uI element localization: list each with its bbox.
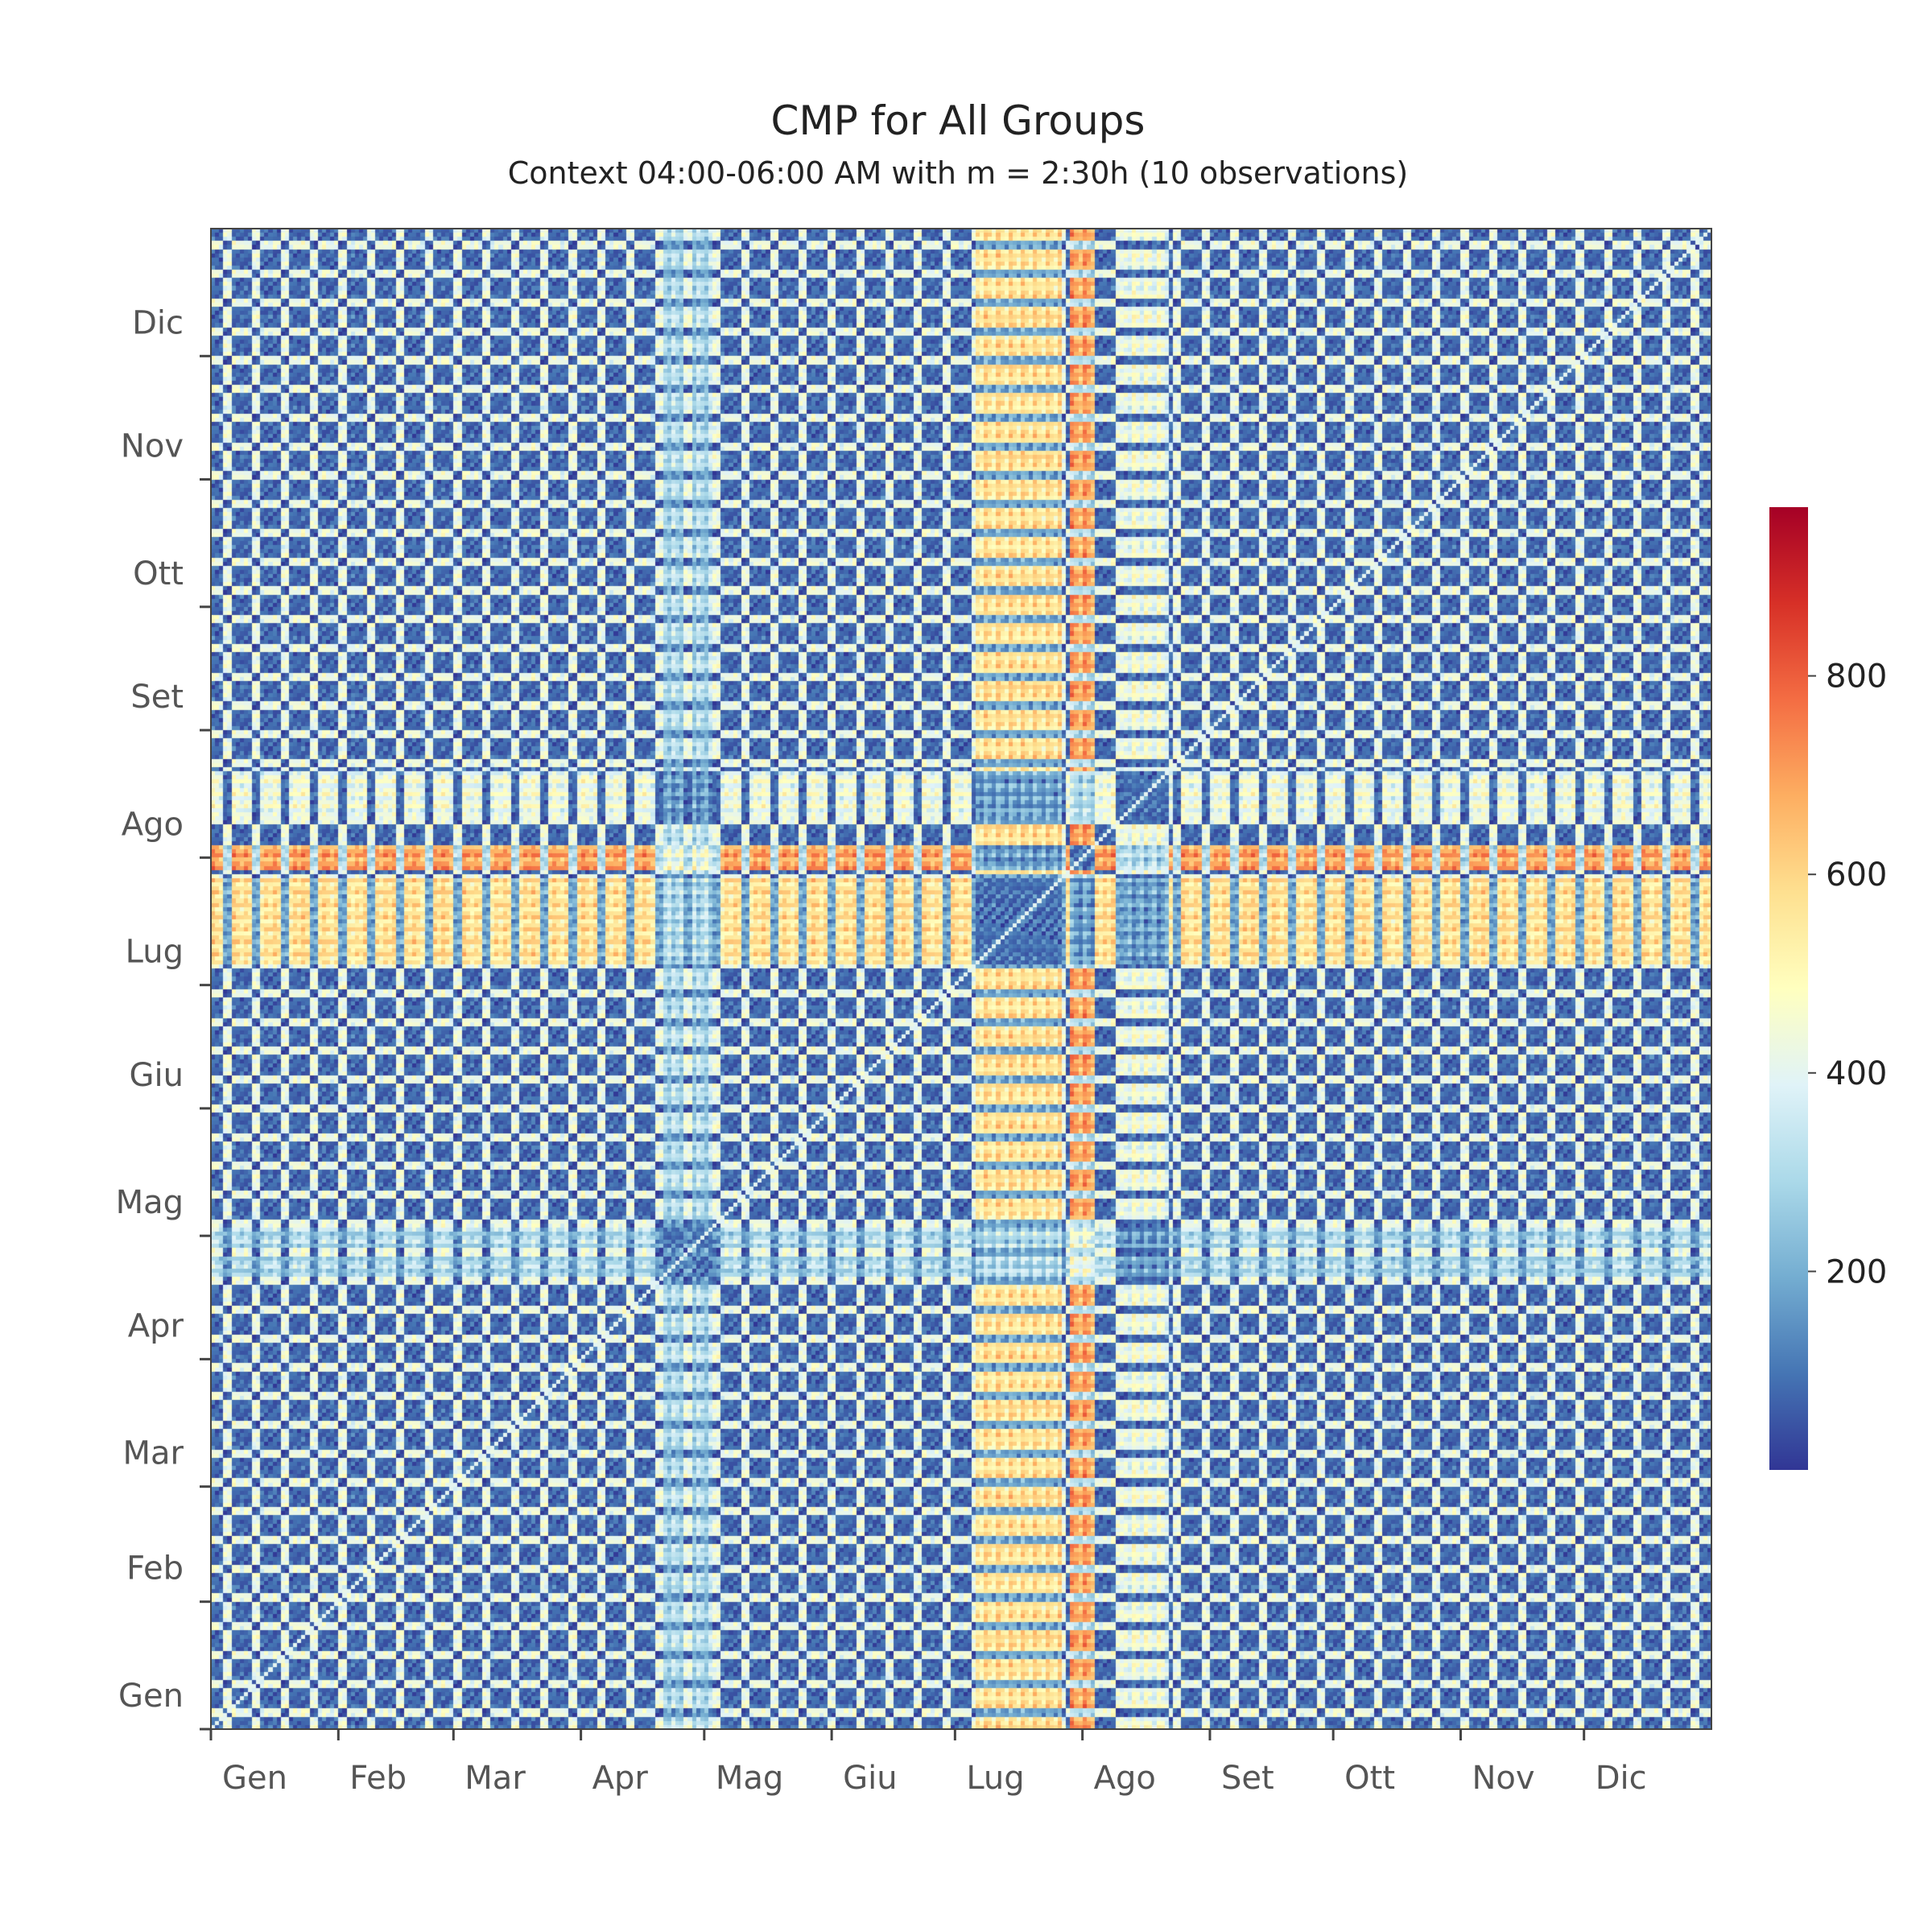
x-tick-label: Mar [464, 1760, 526, 1797]
x-tick-label: Apr [592, 1760, 649, 1797]
x-tick-label: Dic [1596, 1760, 1647, 1797]
x-tick-label: Gen [222, 1760, 287, 1797]
heatmap-plot-area [210, 228, 1712, 1730]
x-tick-label: Feb [349, 1760, 407, 1797]
x-tick-label: Giu [843, 1760, 897, 1797]
x-tick-label: Ott [1344, 1760, 1395, 1797]
y-tick-label: Mag [116, 1184, 184, 1221]
x-tick-label: Set [1221, 1760, 1274, 1797]
plot-border [210, 228, 1712, 1730]
y-tick-label: Ott [133, 555, 184, 592]
y-tick-label: Lug [126, 934, 184, 971]
colorbar-tick-label: 800 [1826, 658, 1887, 696]
heatmap-image [211, 229, 1711, 1729]
x-tick-label: Lug [966, 1760, 1024, 1797]
colorbar: 200 400 600 800 [1769, 507, 1887, 1470]
y-tick-label: Gen [118, 1678, 184, 1715]
colorbar-tick-label: 600 [1826, 857, 1887, 894]
y-tick-label: Apr [128, 1307, 184, 1344]
y-tick-label: Dic [132, 304, 184, 341]
y-tick-label: Mar [123, 1435, 184, 1472]
y-tick-label: Nov [121, 428, 184, 465]
y-tick-label: Feb [126, 1550, 184, 1587]
x-tick-label: Mag [716, 1760, 783, 1797]
y-tick-label: Giu [130, 1057, 184, 1094]
y-tick-label: Set [130, 679, 184, 716]
chart-subtitle: Context 04:00-06:00 AM with m = 2:30h (1… [508, 155, 1408, 191]
colorbar-tick-label: 200 [1826, 1253, 1887, 1290]
y-axis: Gen Feb Mar Apr Mag Giu Lug Ago Set Ott Nov Dic [116, 304, 211, 1731]
chart-title: CMP for All Groups [771, 97, 1146, 144]
x-axis: Gen Feb Mar Apr Mag Giu Lug Ago Set Ott Nov Dic [209, 1729, 1647, 1797]
x-tick-label: Ago [1094, 1760, 1156, 1797]
x-tick-label: Nov [1472, 1760, 1534, 1797]
y-tick-label: Ago [122, 806, 184, 843]
colorbar-tick-label: 400 [1826, 1055, 1887, 1092]
colorbar-gradient [1769, 507, 1808, 1470]
